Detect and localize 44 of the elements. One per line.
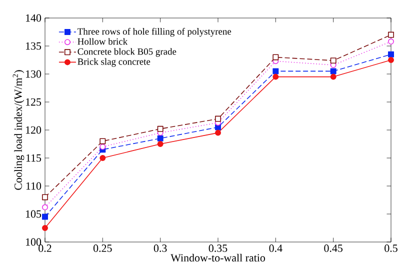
point: [272, 54, 279, 60]
point: [42, 225, 48, 231]
point: [157, 135, 164, 142]
y-tick-label: 100: [26, 238, 42, 246]
point: [388, 38, 394, 45]
legend-label: Hollow brick: [78, 38, 128, 45]
point: [215, 130, 221, 136]
y-tick-label: 140: [26, 14, 42, 22]
y-tick-label: 120: [26, 126, 42, 134]
legend-label: Three rows of hole filling of polystyrene: [78, 28, 232, 37]
x-axis-title: Window-to-wall ratio: [170, 254, 266, 262]
x-tick-label: 0.3: [154, 244, 167, 252]
point: [388, 57, 394, 63]
y-tick-label: 115: [26, 154, 42, 162]
point: [42, 204, 48, 210]
point: [330, 68, 336, 74]
x-tick-label: 0.4: [269, 244, 282, 252]
point: [388, 32, 394, 38]
y-axis-title: Cooling load index/(W/m$^{2}$): [12, 70, 24, 190]
x-tick-label: 0.35: [208, 244, 228, 252]
point: [272, 68, 279, 74]
y-tick-label: 135: [26, 42, 42, 50]
x-tick-label: 0.45: [324, 244, 342, 252]
y-tick-label: 105: [26, 210, 42, 218]
point: [100, 138, 106, 144]
point: [330, 58, 336, 64]
point: [100, 144, 106, 150]
point: [272, 74, 279, 80]
x-tick-label: 0.5: [384, 244, 398, 252]
point: [388, 51, 394, 58]
legend-label: Concrete block B05 grade: [78, 48, 176, 57]
y-tick-label: 110: [26, 182, 42, 190]
point: [100, 155, 106, 161]
point: [157, 141, 164, 147]
point: [215, 116, 221, 122]
y-tick-label: 125: [26, 98, 42, 106]
point: [42, 214, 48, 220]
x-tick-label: 0.2: [38, 244, 52, 252]
point: [42, 194, 48, 200]
y-tick-label: 130: [26, 70, 42, 78]
legend-label: Brick slag concrete: [78, 58, 150, 67]
point: [157, 126, 164, 132]
point: [330, 74, 336, 80]
x-tick-label: 0.25: [94, 244, 112, 252]
